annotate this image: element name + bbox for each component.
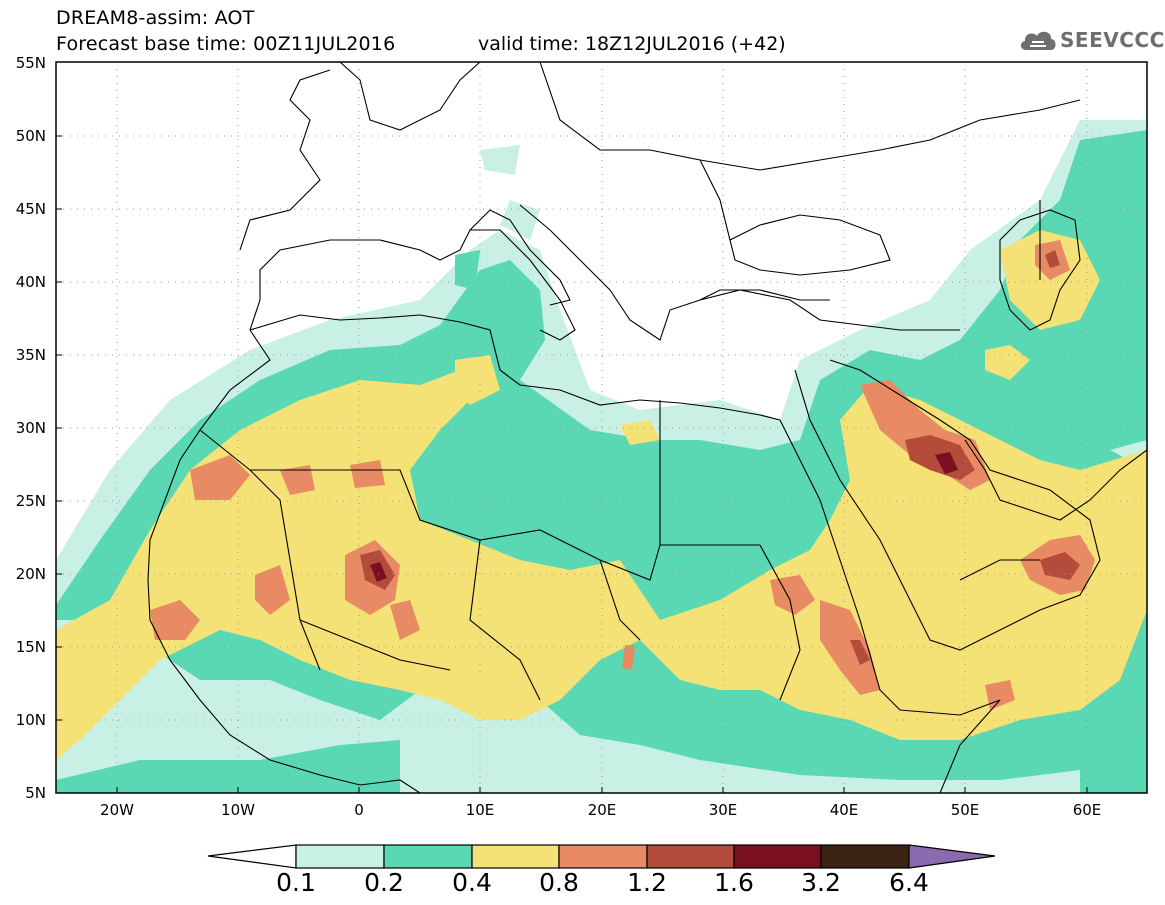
aot-1.6-region: [370, 452, 958, 582]
lon-label: 10E: [465, 801, 495, 819]
colorbar-seg-0.4: [471, 844, 560, 869]
lat-label: 25N: [15, 492, 46, 510]
graticule: [56, 62, 1147, 793]
colorbar-high-arrow: [908, 844, 996, 869]
lat-label: 30N: [15, 419, 46, 437]
colorbar-label: 1.6: [714, 868, 754, 897]
colorbar-label: 3.2: [801, 868, 841, 897]
coastlines: [147, 62, 1147, 793]
lon-label: 30E: [708, 801, 738, 819]
lon-label: 20W: [100, 801, 134, 819]
lat-label: 45N: [15, 200, 46, 218]
colorbar-label: 1.2: [627, 868, 667, 897]
valid-time: valid time: 18Z12JUL2016 (+42): [478, 33, 786, 55]
lat-label: 15N: [15, 638, 46, 656]
colorbar-seg-0.2: [383, 844, 473, 869]
colorbar: [207, 844, 996, 869]
lon-label: 20E: [587, 801, 617, 819]
colorbar-label: 0.4: [452, 868, 492, 897]
lat-label: 20N: [15, 565, 46, 583]
forecast-base-time: Forecast base time: 00Z11JUL2016: [56, 33, 396, 55]
colorbar-seg-0.8: [558, 844, 648, 869]
colorbar-seg-3.2: [820, 844, 910, 869]
lat-label: 50N: [15, 127, 46, 145]
colorbar-low-arrow: [207, 844, 297, 869]
logo-text: SEEVCCC: [1060, 28, 1165, 52]
colorbar-label: 0.2: [364, 868, 404, 897]
colorbar-seg-1.6: [733, 844, 822, 869]
cloud-icon: [1020, 31, 1056, 50]
lon-label: 60E: [1072, 801, 1102, 819]
lon-label: 10W: [221, 801, 255, 819]
lat-label: 5N: [25, 784, 46, 802]
lon-label: 50E: [950, 801, 980, 819]
lat-label: 35N: [15, 346, 46, 364]
seevccc-logo: SEEVCCC: [1018, 22, 1164, 58]
lat-label: 10N: [15, 711, 46, 729]
lon-label: 0: [354, 801, 364, 819]
lon-label: 40E: [829, 801, 859, 819]
colorbar-label: 0.1: [276, 868, 316, 897]
colorbar-label: 0.8: [539, 868, 579, 897]
lat-label: 55N: [15, 54, 46, 72]
colorbar-label: 6.4: [889, 868, 929, 897]
colorbar-seg-0.1: [295, 844, 385, 869]
map-title: DREAM8-assim: AOT: [56, 7, 255, 29]
colorbar-labels: 0.1 0.2 0.4 0.8 1.2 1.6 3.2 6.4: [0, 868, 1165, 898]
axis-ticks: [56, 135, 1088, 793]
lat-label: 40N: [15, 273, 46, 291]
colorbar-seg-1.2: [646, 844, 735, 869]
